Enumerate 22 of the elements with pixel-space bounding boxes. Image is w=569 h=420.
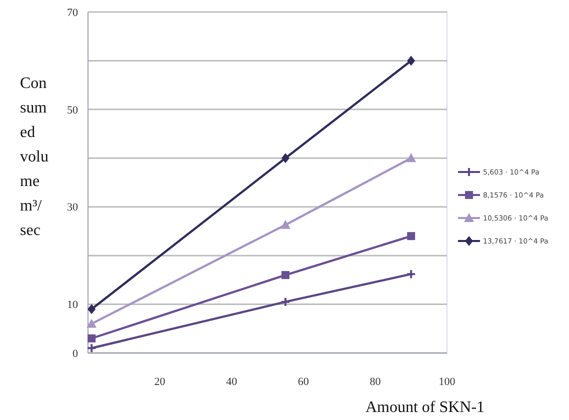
point — [88, 334, 96, 342]
point — [406, 153, 416, 162]
y-tick-label: 30 — [67, 202, 78, 214]
point — [407, 232, 416, 240]
point — [280, 296, 290, 307]
point — [407, 56, 416, 66]
point — [281, 271, 290, 280]
x-axis-title: Amount of SKN-1 — [365, 399, 485, 416]
y-tick-label: 10 — [67, 299, 78, 312]
point — [280, 220, 290, 229]
x-tick-label: 20 — [154, 376, 166, 388]
x-tick-label: 100 — [438, 376, 456, 388]
point — [86, 318, 97, 328]
x-tick-label: 40 — [226, 376, 238, 388]
x-tick-label: 60 — [298, 376, 310, 388]
point — [88, 304, 96, 314]
y-axis-title: Consumed volume m³/sec — [20, 75, 48, 239]
point — [281, 153, 290, 164]
x-tick-label: 80 — [370, 376, 382, 388]
y-tick-label: 0 — [72, 348, 78, 360]
y-tick-label: 50 — [67, 104, 78, 116]
y-tick-label: 70 — [67, 6, 78, 19]
